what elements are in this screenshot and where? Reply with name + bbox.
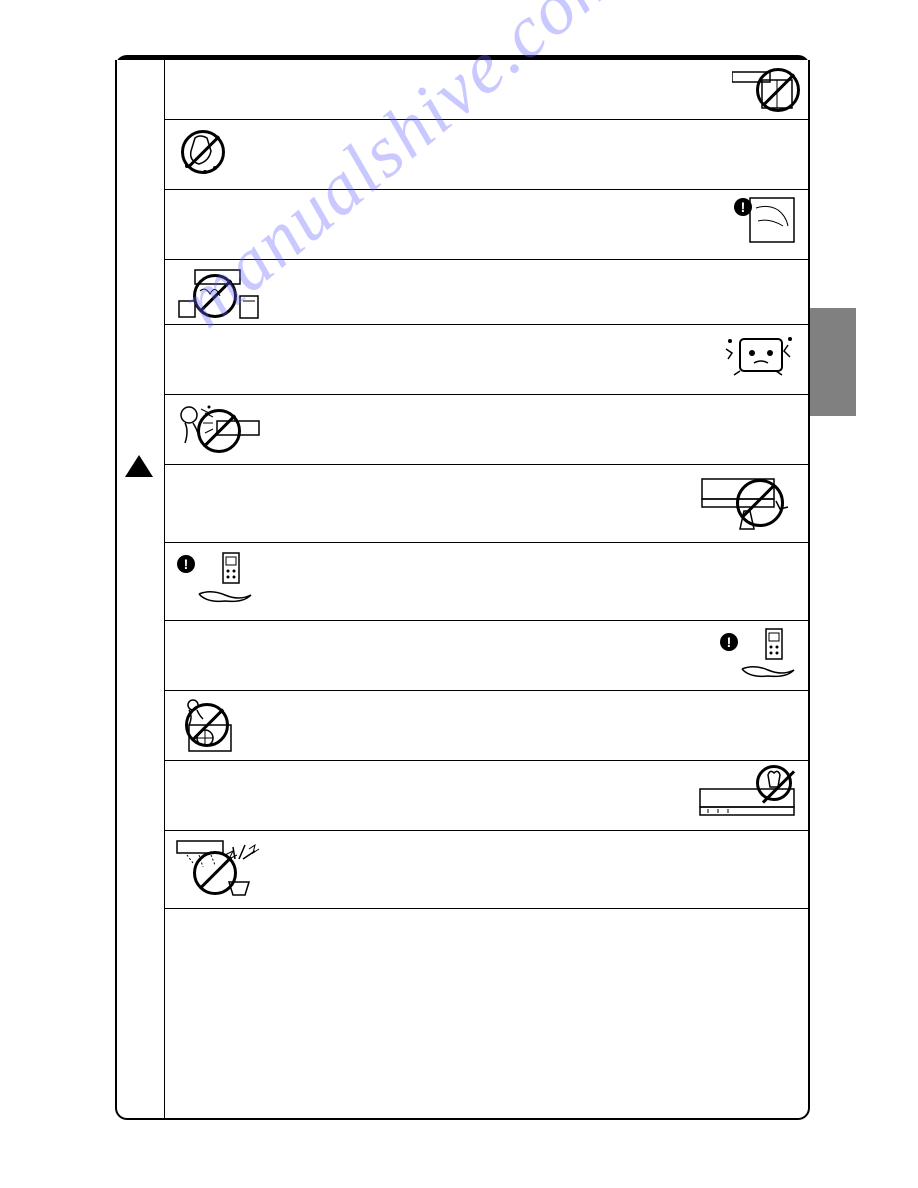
prohibit-vase-ac-icon bbox=[698, 767, 798, 815]
exclaim-remote-water-right-icon: ! bbox=[718, 627, 798, 675]
content-rows: ! bbox=[165, 60, 808, 909]
caution-triangle-icon bbox=[125, 455, 153, 477]
safety-row-9: ! bbox=[165, 621, 808, 691]
safety-row-6 bbox=[165, 395, 808, 465]
safety-row-10 bbox=[165, 691, 808, 761]
safety-row-5 bbox=[165, 325, 808, 395]
prohibit-spray-person-icon bbox=[175, 401, 265, 449]
exclamation-icon: ! bbox=[720, 633, 738, 651]
side-tab bbox=[810, 308, 856, 416]
safety-row-1 bbox=[165, 60, 808, 120]
prohibit-combustion-icon bbox=[175, 266, 265, 314]
safety-row-3: ! bbox=[165, 190, 808, 260]
safety-row-8: ! bbox=[165, 543, 808, 621]
prohibit-appliance-icon bbox=[732, 66, 798, 114]
prohibit-unit-clean-icon bbox=[698, 471, 798, 535]
exclaim-remote-water-left-icon: ! bbox=[175, 549, 255, 597]
safety-row-4 bbox=[165, 260, 808, 325]
exclamation-icon: ! bbox=[177, 555, 195, 573]
prohibit-step-outdoor-icon bbox=[175, 697, 247, 745]
exclaim-shock-icon bbox=[720, 331, 798, 379]
left-column bbox=[117, 60, 165, 1118]
page-container: ! bbox=[115, 60, 810, 1120]
exclaim-window-icon: ! bbox=[732, 196, 798, 244]
safety-row-7 bbox=[165, 465, 808, 543]
safety-row-11 bbox=[165, 761, 808, 831]
prohibit-wet-hand-icon bbox=[175, 126, 241, 174]
prohibit-plant-blow-icon bbox=[175, 837, 275, 885]
safety-row-12 bbox=[165, 831, 808, 909]
safety-row-2 bbox=[165, 120, 808, 190]
